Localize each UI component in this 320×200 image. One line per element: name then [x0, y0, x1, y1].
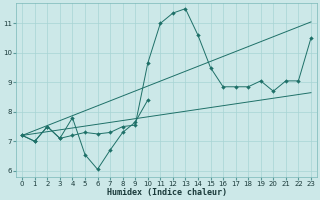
X-axis label: Humidex (Indice chaleur): Humidex (Indice chaleur): [107, 188, 227, 197]
